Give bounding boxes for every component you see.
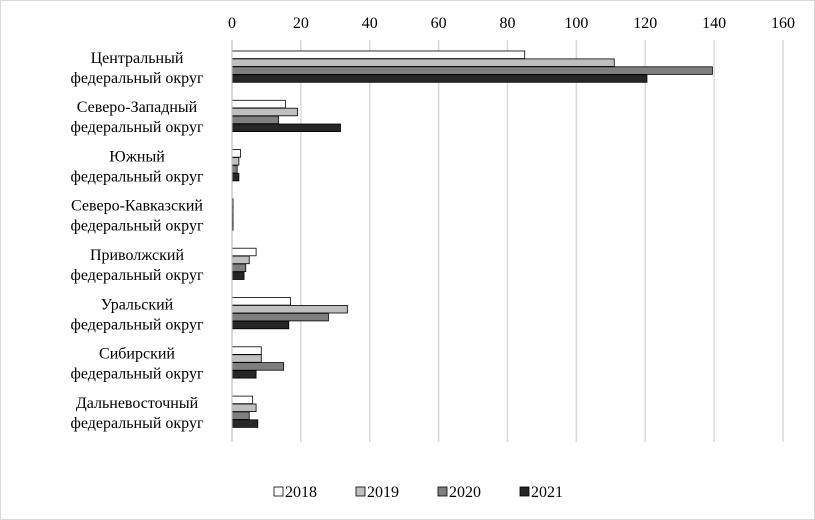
bar-2021 <box>231 123 341 132</box>
bar-2018 <box>231 247 257 257</box>
legend-label-2018: 2018 <box>285 484 317 501</box>
bar-2021 <box>231 271 245 280</box>
bar-2021 <box>231 320 290 330</box>
bar-2021 <box>231 74 648 83</box>
x-tick-label: 140 <box>702 15 726 32</box>
category-label: Северо-Кавказский <box>71 198 203 215</box>
bar-2020 <box>231 164 238 174</box>
category-label: федеральный округ <box>70 119 203 136</box>
category-label: Приволжский <box>90 247 185 264</box>
x-tick-label: 80 <box>500 15 516 32</box>
bar-2018 <box>231 99 286 109</box>
bar-2019 <box>231 157 240 166</box>
category-label: Уральский <box>101 296 174 313</box>
x-tick-label: 160 <box>771 15 795 32</box>
legend-swatch-2018 <box>273 486 284 497</box>
legend-label-2021: 2021 <box>531 484 563 501</box>
x-tick-label: 120 <box>633 15 657 32</box>
category-label: федеральный округ <box>70 366 203 383</box>
legend-swatch-2019 <box>355 486 366 497</box>
bar-2018 <box>231 395 254 405</box>
bar-2019 <box>231 403 257 412</box>
x-tick-label: 20 <box>293 15 309 32</box>
bar-2020 <box>231 115 279 125</box>
bar-2018 <box>231 50 526 59</box>
bar-2020 <box>231 362 285 371</box>
bar-2021 <box>231 419 259 428</box>
category-label: федеральный округ <box>70 316 203 333</box>
category-label: Сибирский <box>99 346 175 363</box>
bar-2019 <box>231 255 250 265</box>
category-label: Северо-Западный <box>77 99 198 116</box>
bar-2018 <box>231 149 242 158</box>
bar-2020 <box>231 411 250 420</box>
bar-2020 <box>231 312 329 322</box>
category-label: федеральный округ <box>70 168 203 185</box>
bar-2019 <box>231 107 298 117</box>
category-label: Центральный <box>91 50 184 67</box>
bar-2019 <box>231 304 348 314</box>
category-label: федеральный округ <box>70 218 203 235</box>
legend-label-2020: 2020 <box>449 484 481 501</box>
bar-2021 <box>231 172 240 182</box>
category-label: Дальневосточный <box>76 395 199 412</box>
bar-2020 <box>231 263 247 272</box>
legend-label-2019: 2019 <box>367 484 399 501</box>
x-tick-label: 100 <box>564 15 588 32</box>
category-label: федеральный округ <box>70 267 203 284</box>
bar-2018 <box>231 346 262 355</box>
bar-2019 <box>231 58 615 67</box>
bar-2021 <box>231 370 257 379</box>
category-label: федеральный округ <box>70 415 203 432</box>
legend-swatch-2021 <box>519 486 530 497</box>
category-label: федеральный округ <box>70 70 203 87</box>
x-tick-label: 60 <box>431 15 447 32</box>
legend-swatch-2020 <box>437 486 448 497</box>
bar-2018 <box>231 297 291 306</box>
x-tick-label: 40 <box>362 15 378 32</box>
bar-2020 <box>231 66 713 75</box>
x-tick-label: 0 <box>228 15 236 32</box>
category-label: Южный <box>109 148 165 165</box>
bar-2019 <box>231 354 262 363</box>
